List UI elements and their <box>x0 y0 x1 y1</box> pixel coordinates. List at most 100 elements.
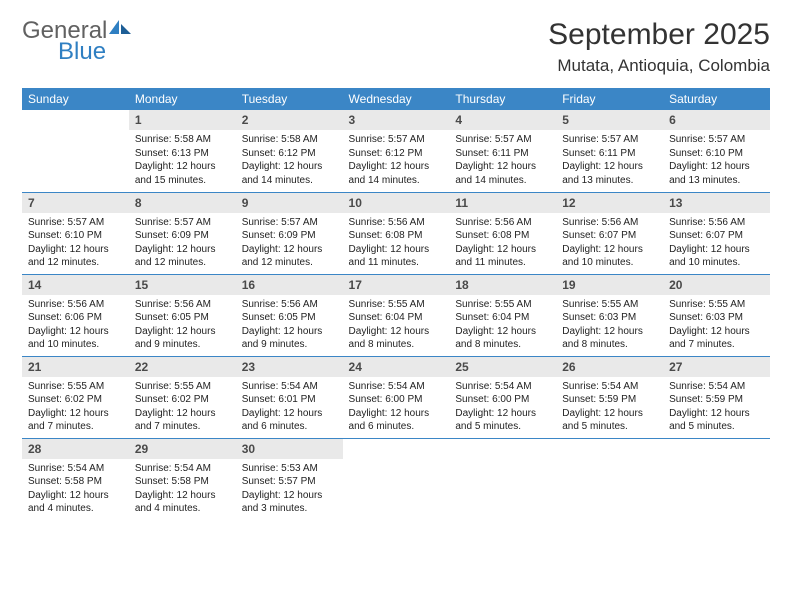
calendar-head: SundayMondayTuesdayWednesdayThursdayFrid… <box>22 88 770 110</box>
calendar-cell: 3Sunrise: 5:57 AMSunset: 6:12 PMDaylight… <box>343 110 450 192</box>
day-details: Sunrise: 5:57 AMSunset: 6:09 PMDaylight:… <box>236 213 343 274</box>
day-details: Sunrise: 5:55 AMSunset: 6:04 PMDaylight:… <box>449 295 556 356</box>
calendar-cell: 5Sunrise: 5:57 AMSunset: 6:11 PMDaylight… <box>556 110 663 192</box>
day-number: 29 <box>129 439 236 459</box>
calendar-cell <box>556 438 663 520</box>
day-number: 20 <box>663 275 770 295</box>
day-details: Sunrise: 5:56 AMSunset: 6:07 PMDaylight:… <box>663 213 770 274</box>
calendar-week: 28Sunrise: 5:54 AMSunset: 5:58 PMDayligh… <box>22 438 770 520</box>
calendar-week: 7Sunrise: 5:57 AMSunset: 6:10 PMDaylight… <box>22 192 770 274</box>
day-details: Sunrise: 5:55 AMSunset: 6:04 PMDaylight:… <box>343 295 450 356</box>
day-details: Sunrise: 5:56 AMSunset: 6:08 PMDaylight:… <box>343 213 450 274</box>
day-number: 12 <box>556 193 663 213</box>
weekday-header: Monday <box>129 88 236 110</box>
day-details: Sunrise: 5:56 AMSunset: 6:06 PMDaylight:… <box>22 295 129 356</box>
day-details: Sunrise: 5:54 AMSunset: 5:59 PMDaylight:… <box>663 377 770 438</box>
calendar-cell: 10Sunrise: 5:56 AMSunset: 6:08 PMDayligh… <box>343 192 450 274</box>
calendar-cell: 13Sunrise: 5:56 AMSunset: 6:07 PMDayligh… <box>663 192 770 274</box>
calendar-cell: 19Sunrise: 5:55 AMSunset: 6:03 PMDayligh… <box>556 274 663 356</box>
day-number: 17 <box>343 275 450 295</box>
day-number: 5 <box>556 110 663 130</box>
weekday-row: SundayMondayTuesdayWednesdayThursdayFrid… <box>22 88 770 110</box>
day-number: 9 <box>236 193 343 213</box>
calendar-cell: 28Sunrise: 5:54 AMSunset: 5:58 PMDayligh… <box>22 438 129 520</box>
calendar-body: 1Sunrise: 5:58 AMSunset: 6:13 PMDaylight… <box>22 110 770 520</box>
day-number: 7 <box>22 193 129 213</box>
day-number: 2 <box>236 110 343 130</box>
calendar-cell: 8Sunrise: 5:57 AMSunset: 6:09 PMDaylight… <box>129 192 236 274</box>
calendar-table: SundayMondayTuesdayWednesdayThursdayFrid… <box>22 88 770 520</box>
day-details: Sunrise: 5:57 AMSunset: 6:10 PMDaylight:… <box>663 130 770 191</box>
day-details: Sunrise: 5:56 AMSunset: 6:07 PMDaylight:… <box>556 213 663 274</box>
calendar-cell: 11Sunrise: 5:56 AMSunset: 6:08 PMDayligh… <box>449 192 556 274</box>
calendar-cell: 14Sunrise: 5:56 AMSunset: 6:06 PMDayligh… <box>22 274 129 356</box>
day-number: 4 <box>449 110 556 130</box>
calendar-cell: 12Sunrise: 5:56 AMSunset: 6:07 PMDayligh… <box>556 192 663 274</box>
weekday-header: Sunday <box>22 88 129 110</box>
day-details: Sunrise: 5:57 AMSunset: 6:11 PMDaylight:… <box>556 130 663 191</box>
calendar-week: 21Sunrise: 5:55 AMSunset: 6:02 PMDayligh… <box>22 356 770 438</box>
day-number: 23 <box>236 357 343 377</box>
calendar-cell <box>663 438 770 520</box>
day-details: Sunrise: 5:55 AMSunset: 6:03 PMDaylight:… <box>556 295 663 356</box>
calendar-cell: 29Sunrise: 5:54 AMSunset: 5:58 PMDayligh… <box>129 438 236 520</box>
calendar-cell: 1Sunrise: 5:58 AMSunset: 6:13 PMDaylight… <box>129 110 236 192</box>
calendar-cell: 26Sunrise: 5:54 AMSunset: 5:59 PMDayligh… <box>556 356 663 438</box>
weekday-header: Friday <box>556 88 663 110</box>
day-details: Sunrise: 5:55 AMSunset: 6:02 PMDaylight:… <box>129 377 236 438</box>
day-number: 13 <box>663 193 770 213</box>
day-number: 28 <box>22 439 129 459</box>
day-number: 30 <box>236 439 343 459</box>
calendar-cell: 18Sunrise: 5:55 AMSunset: 6:04 PMDayligh… <box>449 274 556 356</box>
day-details: Sunrise: 5:57 AMSunset: 6:09 PMDaylight:… <box>129 213 236 274</box>
day-number: 16 <box>236 275 343 295</box>
calendar-cell: 6Sunrise: 5:57 AMSunset: 6:10 PMDaylight… <box>663 110 770 192</box>
weekday-header: Thursday <box>449 88 556 110</box>
title-block: September 2025 Mutata, Antioquia, Colomb… <box>548 18 770 76</box>
day-details: Sunrise: 5:58 AMSunset: 6:12 PMDaylight:… <box>236 130 343 191</box>
day-number: 8 <box>129 193 236 213</box>
logo: General Blue <box>22 18 133 64</box>
location: Mutata, Antioquia, Colombia <box>548 56 770 76</box>
calendar-cell: 4Sunrise: 5:57 AMSunset: 6:11 PMDaylight… <box>449 110 556 192</box>
day-number: 1 <box>129 110 236 130</box>
calendar-cell: 16Sunrise: 5:56 AMSunset: 6:05 PMDayligh… <box>236 274 343 356</box>
calendar-cell: 27Sunrise: 5:54 AMSunset: 5:59 PMDayligh… <box>663 356 770 438</box>
day-details: Sunrise: 5:54 AMSunset: 5:59 PMDaylight:… <box>556 377 663 438</box>
calendar-cell: 7Sunrise: 5:57 AMSunset: 6:10 PMDaylight… <box>22 192 129 274</box>
calendar-week: 1Sunrise: 5:58 AMSunset: 6:13 PMDaylight… <box>22 110 770 192</box>
calendar-cell: 15Sunrise: 5:56 AMSunset: 6:05 PMDayligh… <box>129 274 236 356</box>
calendar-cell: 24Sunrise: 5:54 AMSunset: 6:00 PMDayligh… <box>343 356 450 438</box>
day-details: Sunrise: 5:57 AMSunset: 6:11 PMDaylight:… <box>449 130 556 191</box>
day-details: Sunrise: 5:58 AMSunset: 6:13 PMDaylight:… <box>129 130 236 191</box>
header: General Blue September 2025 Mutata, Anti… <box>22 18 770 76</box>
day-details: Sunrise: 5:56 AMSunset: 6:05 PMDaylight:… <box>236 295 343 356</box>
weekday-header: Wednesday <box>343 88 450 110</box>
calendar-cell: 21Sunrise: 5:55 AMSunset: 6:02 PMDayligh… <box>22 356 129 438</box>
day-number: 10 <box>343 193 450 213</box>
day-details: Sunrise: 5:53 AMSunset: 5:57 PMDaylight:… <box>236 459 343 520</box>
day-number: 27 <box>663 357 770 377</box>
day-details: Sunrise: 5:56 AMSunset: 6:08 PMDaylight:… <box>449 213 556 274</box>
calendar-cell: 17Sunrise: 5:55 AMSunset: 6:04 PMDayligh… <box>343 274 450 356</box>
day-details: Sunrise: 5:54 AMSunset: 5:58 PMDaylight:… <box>22 459 129 520</box>
day-details: Sunrise: 5:54 AMSunset: 5:58 PMDaylight:… <box>129 459 236 520</box>
weekday-header: Tuesday <box>236 88 343 110</box>
calendar-cell: 20Sunrise: 5:55 AMSunset: 6:03 PMDayligh… <box>663 274 770 356</box>
day-number: 3 <box>343 110 450 130</box>
day-details: Sunrise: 5:54 AMSunset: 6:00 PMDaylight:… <box>449 377 556 438</box>
day-number: 19 <box>556 275 663 295</box>
calendar-cell: 25Sunrise: 5:54 AMSunset: 6:00 PMDayligh… <box>449 356 556 438</box>
day-details: Sunrise: 5:55 AMSunset: 6:03 PMDaylight:… <box>663 295 770 356</box>
day-details: Sunrise: 5:55 AMSunset: 6:02 PMDaylight:… <box>22 377 129 438</box>
month-title: September 2025 <box>548 18 770 52</box>
calendar-cell: 2Sunrise: 5:58 AMSunset: 6:12 PMDaylight… <box>236 110 343 192</box>
calendar-cell: 23Sunrise: 5:54 AMSunset: 6:01 PMDayligh… <box>236 356 343 438</box>
weekday-header: Saturday <box>663 88 770 110</box>
calendar-week: 14Sunrise: 5:56 AMSunset: 6:06 PMDayligh… <box>22 274 770 356</box>
calendar-cell: 30Sunrise: 5:53 AMSunset: 5:57 PMDayligh… <box>236 438 343 520</box>
day-number: 22 <box>129 357 236 377</box>
day-number: 26 <box>556 357 663 377</box>
day-details: Sunrise: 5:54 AMSunset: 6:00 PMDaylight:… <box>343 377 450 438</box>
day-details: Sunrise: 5:57 AMSunset: 6:12 PMDaylight:… <box>343 130 450 191</box>
